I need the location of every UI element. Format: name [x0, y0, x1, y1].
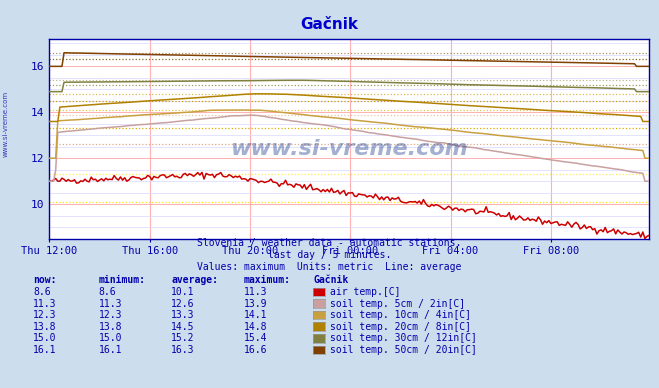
Text: 15.0: 15.0: [33, 333, 57, 343]
Text: 13.8: 13.8: [99, 322, 123, 332]
Text: soil temp. 50cm / 20in[C]: soil temp. 50cm / 20in[C]: [330, 345, 476, 355]
Text: now:: now:: [33, 275, 57, 285]
Text: 8.6: 8.6: [33, 287, 51, 297]
Text: 16.6: 16.6: [244, 345, 268, 355]
Text: 16.1: 16.1: [99, 345, 123, 355]
Text: 13.9: 13.9: [244, 298, 268, 308]
Text: www.si-vreme.com: www.si-vreme.com: [2, 91, 9, 157]
Text: 14.1: 14.1: [244, 310, 268, 320]
Text: Slovenia / weather data - automatic stations.: Slovenia / weather data - automatic stat…: [197, 238, 462, 248]
Text: soil temp. 10cm / 4in[C]: soil temp. 10cm / 4in[C]: [330, 310, 471, 320]
Text: 16.1: 16.1: [33, 345, 57, 355]
Text: 10.1: 10.1: [171, 287, 195, 297]
Text: Values: maximum  Units: metric  Line: average: Values: maximum Units: metric Line: aver…: [197, 262, 462, 272]
Text: soil temp. 20cm / 8in[C]: soil temp. 20cm / 8in[C]: [330, 322, 471, 332]
Text: soil temp. 30cm / 12in[C]: soil temp. 30cm / 12in[C]: [330, 333, 476, 343]
Text: soil temp. 5cm / 2in[C]: soil temp. 5cm / 2in[C]: [330, 298, 465, 308]
Text: air temp.[C]: air temp.[C]: [330, 287, 400, 297]
Text: 8.6: 8.6: [99, 287, 117, 297]
Text: 14.8: 14.8: [244, 322, 268, 332]
Text: www.si-vreme.com: www.si-vreme.com: [231, 139, 468, 159]
Text: 11.3: 11.3: [244, 287, 268, 297]
Text: 15.4: 15.4: [244, 333, 268, 343]
Text: 13.8: 13.8: [33, 322, 57, 332]
Text: 15.2: 15.2: [171, 333, 195, 343]
Text: Gačnik: Gačnik: [301, 17, 358, 33]
Text: 13.3: 13.3: [171, 310, 195, 320]
Text: 15.0: 15.0: [99, 333, 123, 343]
Text: 11.3: 11.3: [33, 298, 57, 308]
Text: 12.3: 12.3: [99, 310, 123, 320]
Text: 12.6: 12.6: [171, 298, 195, 308]
Text: 11.3: 11.3: [99, 298, 123, 308]
Text: average:: average:: [171, 275, 218, 285]
Text: Gačnik: Gačnik: [313, 275, 348, 285]
Text: maximum:: maximum:: [244, 275, 291, 285]
Text: minimum:: minimum:: [99, 275, 146, 285]
Text: last day / 5 minutes.: last day / 5 minutes.: [268, 250, 391, 260]
Text: 12.3: 12.3: [33, 310, 57, 320]
Text: 16.3: 16.3: [171, 345, 195, 355]
Text: 14.5: 14.5: [171, 322, 195, 332]
